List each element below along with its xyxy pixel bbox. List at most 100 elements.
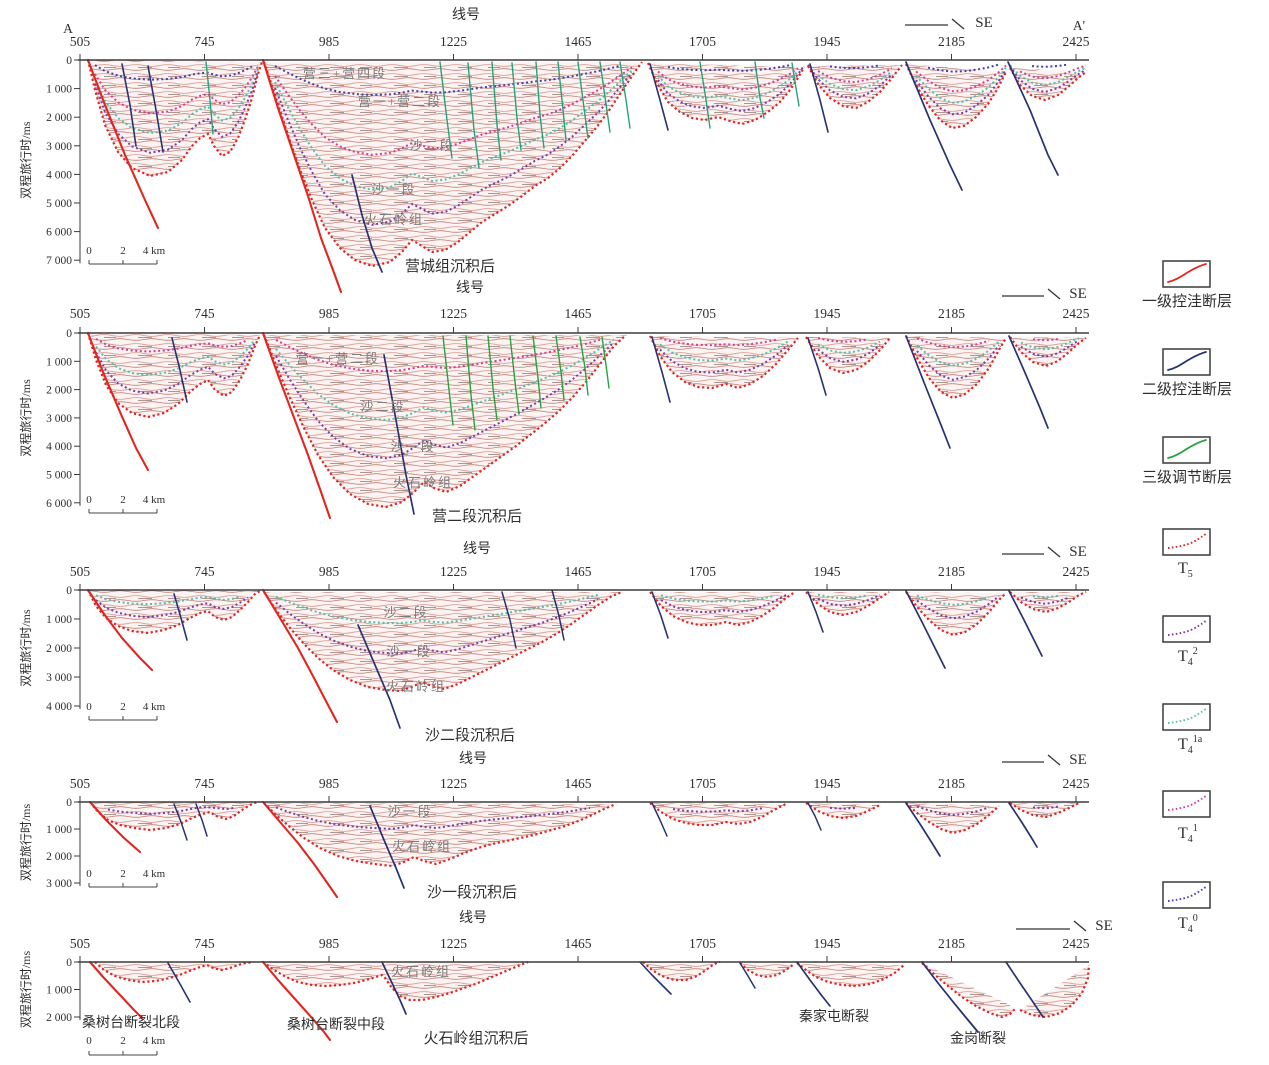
scale-bar-label-2: 2: [120, 245, 126, 257]
endpoint-a-prime-label: A': [1073, 18, 1085, 33]
se-arrow-diagonal: [1047, 288, 1061, 300]
horizon-t42-basin-4: [817, 594, 881, 607]
horizon-t42-basin-2: [274, 72, 633, 226]
legend-swatch-box: [1162, 703, 1211, 731]
x-tick-label: 505: [70, 34, 91, 49]
x-tick-label: 1465: [565, 306, 592, 321]
navy-fault-7: [807, 802, 822, 831]
green2-fault-19: [791, 62, 800, 107]
basin-fill-3: [643, 962, 720, 980]
horizon-t5-basin-1: [89, 800, 258, 832]
green-fault-9: [532, 335, 542, 409]
green2-fault-14: [599, 61, 611, 133]
scale-bar-label-0: 0: [86, 868, 92, 880]
strat-label: 沙一段: [387, 804, 432, 819]
legend-label-t: T42: [1178, 646, 1198, 668]
x-tick-label: 2425: [1063, 564, 1090, 579]
green-fault-7: [487, 335, 498, 421]
se-arrow-diagonal: [1047, 754, 1061, 766]
navy-fault-5: [639, 961, 672, 995]
green-fault-10: [555, 335, 565, 401]
panel-title: 线号: [452, 7, 480, 23]
scale-bar-label-2: 2: [120, 1035, 126, 1047]
basin-fill-2: [264, 62, 642, 266]
strat-label: 沙一段: [386, 644, 431, 659]
x-tick-label: 2425: [1063, 936, 1090, 951]
x-tick-label: 985: [319, 34, 340, 49]
x-tick-label: 1225: [440, 936, 467, 951]
t41-horizon-swatch: [1167, 795, 1207, 811]
horizon-t5-basin-5: [905, 802, 1000, 835]
basin-fill-2: [264, 803, 616, 866]
basin-fill-2: [264, 592, 622, 691]
fault-name-label: 金岗断裂: [950, 1031, 1006, 1047]
navy-fault-20: [809, 63, 829, 133]
navy-fault-3: [121, 63, 137, 147]
scale-bar-label-2: 2: [120, 701, 126, 713]
navy-fault-14: [807, 337, 827, 396]
basin-fill-3: [648, 63, 804, 124]
strat-label: 营三+营四段: [303, 66, 387, 81]
x-tick-label: 1945: [814, 936, 841, 951]
y-tick-label: 5 000: [46, 470, 72, 482]
strat-label: 火石岭组: [391, 964, 451, 979]
y-axis-title: 双程旅行时/ms: [18, 379, 33, 457]
panel-caption: 沙一段沉积后: [427, 884, 517, 901]
navy-fault-15: [905, 335, 951, 449]
horizon-t41a-basin-5: [916, 594, 990, 606]
y-tick-label: 0: [66, 957, 72, 969]
fault-name-label: 桑树台断裂中段: [287, 1017, 385, 1033]
basin-fill-4: [806, 592, 889, 615]
strat-label: 火石岭组: [386, 679, 446, 694]
navy-fault-8: [807, 591, 824, 633]
horizon-t41a-basin-4: [817, 70, 893, 92]
basin-fill-5: [906, 592, 1006, 635]
basin-fill-5: [906, 336, 1006, 398]
horizon-t41a-basin-4: [817, 340, 881, 355]
navy-fault-13: [651, 336, 671, 403]
x-tick-label: 1705: [689, 776, 716, 791]
scale-bar-label-2: 2: [120, 868, 126, 880]
horizon-t41a-basin-5: [916, 340, 1000, 367]
panel-after-ying2: 505 745 985 1225 1465 1705 1945 2185 2425 0 1 000 2…: [18, 280, 1090, 525]
strat-label: 沙一段: [371, 182, 416, 197]
horizon-t42-basin-2: [275, 341, 615, 460]
legend-swatch-box: [1162, 528, 1211, 556]
y-tick-label: 4 000: [46, 169, 72, 181]
y-tick-label: 1 000: [46, 84, 72, 96]
legend-item-7: T41: [1162, 790, 1211, 845]
y-tick-label: 4 000: [46, 441, 72, 453]
panel-caption: 营城组沉积后: [405, 258, 495, 275]
panel-title: 线号: [456, 280, 484, 296]
basin-fill-3: [650, 592, 795, 625]
y-axis-title: 双程旅行时/ms: [18, 121, 33, 199]
scale-bar-label-0: 0: [86, 245, 92, 257]
horizon-t41a-basin-2: [274, 69, 633, 191]
fault-name-label: 桑树台断裂北段: [82, 1015, 180, 1031]
legend-item-8: T40: [1162, 881, 1211, 935]
red-fault-1: [88, 800, 142, 854]
strat-label: 营一+营二段: [296, 351, 380, 366]
y-tick-label: 1 000: [46, 356, 72, 368]
strat-label: 沙二段: [360, 399, 405, 414]
red-fault-2: [261, 960, 332, 1042]
y-tick-label: 1 000: [46, 824, 72, 836]
navy-fault-16: [1008, 335, 1049, 429]
legend-label-t: T41: [1178, 823, 1198, 845]
endpoint-a-label: A: [63, 21, 73, 36]
basin-fill-6: [1010, 337, 1086, 366]
green-fault-6: [465, 335, 476, 431]
x-tick-label: 1705: [689, 936, 716, 951]
navy-fault-7: [796, 961, 831, 1007]
horizon-t5-basin-4: [807, 64, 903, 110]
horizon-t42-basin-1: [94, 70, 259, 154]
horizon-t42-basin-1: [107, 806, 235, 815]
horizon-t5-basin-3: [649, 802, 787, 827]
green2-fault-12: [557, 61, 567, 141]
legend-swatch-box: [1162, 881, 1211, 909]
horizon-t42-basin-2: [275, 598, 599, 655]
red-fault-1: [86, 58, 160, 230]
panel-caption: 营二段沉积后: [432, 508, 522, 525]
x-tick-label: 1465: [565, 34, 592, 49]
